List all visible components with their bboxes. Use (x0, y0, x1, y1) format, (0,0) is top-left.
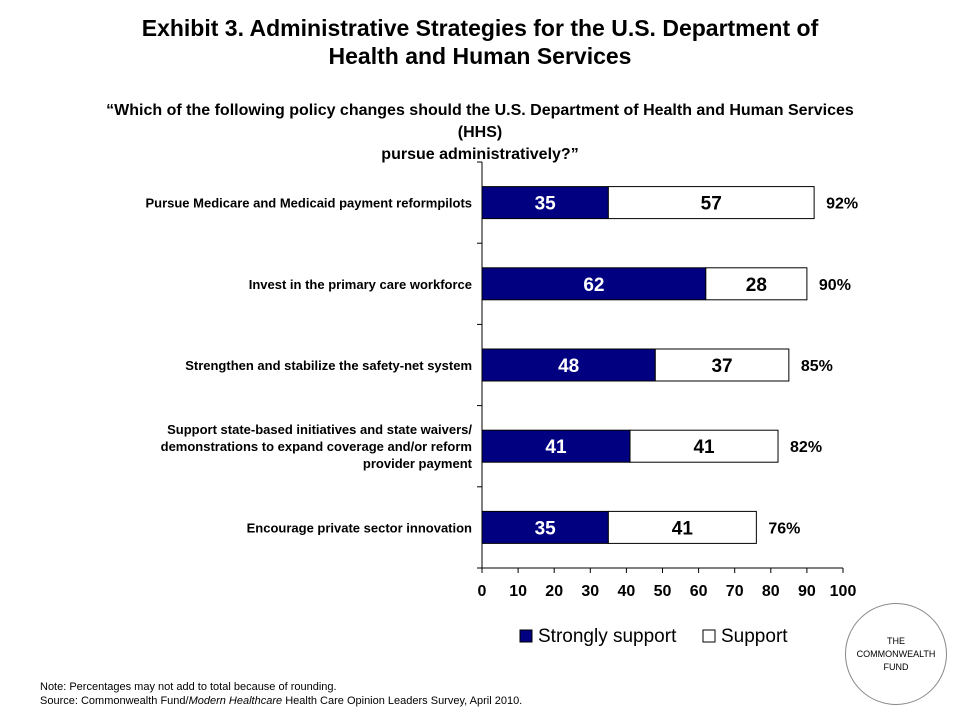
category-label: Pursue Medicare and Medicaid payment ref… (145, 196, 472, 211)
question-line-2: pursue administratively?” (381, 146, 579, 163)
bar-value-label: 35 (535, 518, 557, 539)
footnotes: Note: Percentages may not add to total b… (40, 680, 522, 708)
x-tick-label: 70 (726, 583, 744, 600)
bar-support (607, 186, 815, 220)
bar-strongly-support (481, 429, 631, 463)
bar-total-label: 82% (790, 439, 822, 456)
x-tick-label: 0 (478, 583, 487, 600)
bar-value-label: 62 (583, 275, 604, 296)
logo-line-2: COMMONWEALTH (856, 648, 936, 659)
bar-support (654, 348, 790, 382)
x-tick-label: 10 (509, 583, 527, 600)
bar-total-label: 90% (819, 277, 851, 294)
bar-total-label: 92% (826, 196, 858, 213)
bar-value-label: 57 (701, 194, 722, 215)
legend-swatch-support (702, 629, 716, 643)
category-label: Invest in the primary care workforce (249, 277, 472, 292)
category-label: demonstrations to expand coverage and/or… (161, 439, 472, 454)
bar-strongly-support (481, 348, 656, 382)
category-label: provider payment (363, 456, 473, 471)
bar-value-label: 41 (545, 437, 567, 458)
bar-value-label: 41 (693, 437, 715, 458)
x-tick-label: 80 (762, 583, 780, 600)
bar-total-label: 76% (768, 520, 800, 537)
category-label: Encourage private sector innovation (247, 520, 472, 535)
x-tick-label: 90 (798, 583, 816, 600)
bar-support (607, 510, 757, 544)
title-line-2: Health and Human Services (328, 43, 632, 69)
source-suffix: Health Care Opinion Leaders Survey, Apri… (282, 695, 523, 707)
question-line-1: “Which of the following policy changes s… (106, 102, 854, 141)
category-label: Strengthen and stabilize the safety-net … (185, 358, 472, 373)
legend-swatch-strongly-support (519, 629, 533, 643)
logo-line-3: FUND (883, 661, 909, 672)
bar-strongly-support (481, 267, 707, 301)
bar-value-label: 35 (535, 194, 557, 215)
source-note: Source: Commonwealth Fund/Modern Healthc… (40, 694, 522, 708)
x-tick-label: 40 (618, 583, 636, 600)
legend-label-strongly-support: Strongly support (538, 626, 677, 647)
commonwealth-fund-logo: THE COMMONWEALTH FUND (845, 603, 947, 705)
bar-value-label: 28 (746, 275, 767, 296)
rounding-note: Note: Percentages may not add to total b… (40, 681, 337, 693)
x-tick-label: 100 (830, 583, 857, 600)
exhibit-title: Exhibit 3. Administrative Strategies for… (40, 14, 920, 70)
category-label: Support state-based initiatives and stat… (167, 422, 472, 437)
x-tick-label: 20 (545, 583, 563, 600)
bar-total-label: 85% (801, 358, 833, 375)
legend-label-support: Support (721, 626, 788, 647)
bar-value-label: 48 (558, 356, 579, 377)
bar-support (629, 429, 779, 463)
source-publication: Modern Healthcare (188, 695, 283, 707)
logo-line-1: THE (887, 635, 905, 646)
title-line-1: Exhibit 3. Administrative Strategies for… (141, 15, 819, 41)
bar-value-label: 37 (711, 356, 732, 377)
x-tick-label: 50 (654, 583, 672, 600)
x-tick-label: 60 (690, 583, 708, 600)
source-prefix: Source: Commonwealth Fund/ (40, 695, 189, 707)
survey-question: “Which of the following policy changes s… (90, 100, 870, 166)
bar-value-label: 41 (672, 518, 694, 539)
bar-support (705, 267, 808, 301)
x-tick-label: 30 (581, 583, 599, 600)
